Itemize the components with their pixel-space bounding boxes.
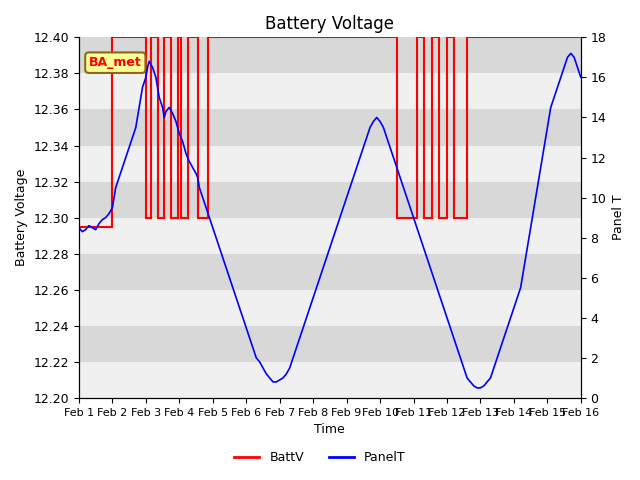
Y-axis label: Panel T: Panel T <box>612 195 625 240</box>
Bar <box>79 290 581 326</box>
Bar <box>79 326 581 362</box>
Bar <box>79 181 581 217</box>
Bar <box>79 109 581 145</box>
Bar <box>79 37 581 73</box>
Text: BA_met: BA_met <box>89 56 141 69</box>
Bar <box>79 254 581 290</box>
Y-axis label: Battery Voltage: Battery Voltage <box>15 169 28 266</box>
Bar <box>79 217 581 254</box>
X-axis label: Time: Time <box>314 423 345 436</box>
Bar <box>79 145 581 181</box>
Bar <box>79 73 581 109</box>
Legend: BattV, PanelT: BattV, PanelT <box>229 446 411 469</box>
Bar <box>79 362 581 398</box>
Title: Battery Voltage: Battery Voltage <box>266 15 394 33</box>
